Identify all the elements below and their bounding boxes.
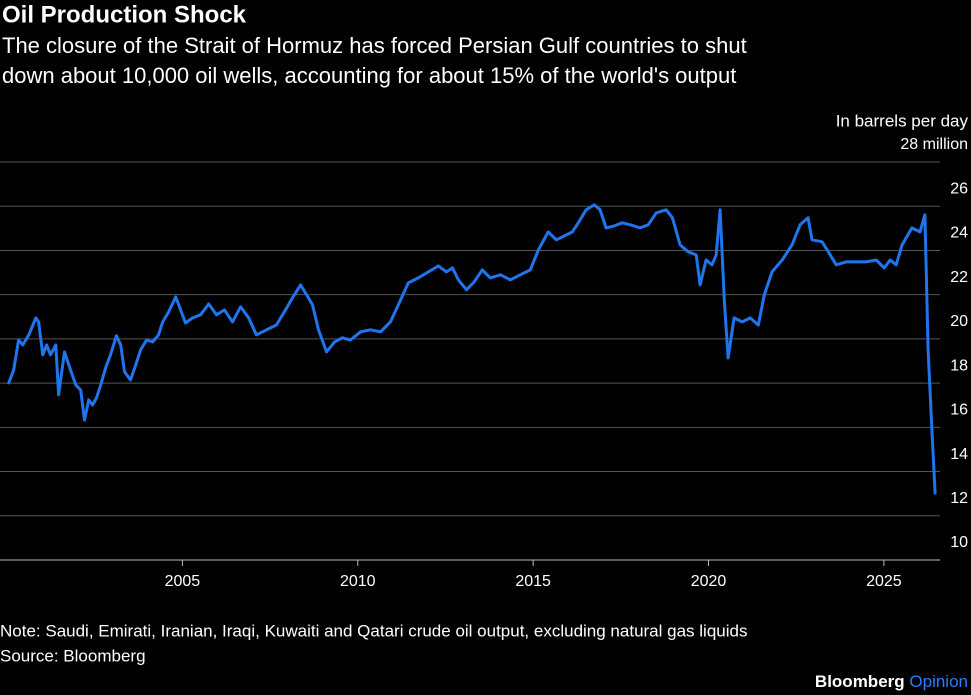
y-tick-label: 20 <box>950 313 968 330</box>
x-tick-label: 2005 <box>165 573 201 590</box>
subtitle: down about 10,000 oil wells, accounting … <box>2 63 736 88</box>
note: Note: Saudi, Emirati, Iranian, Iraqi, Ku… <box>0 621 747 640</box>
y-tick-label: 26 <box>950 180 968 197</box>
brand-suffix: Opinion <box>909 672 968 691</box>
x-tick-label: 2010 <box>340 573 376 590</box>
subtitle: The closure of the Strait of Hormuz has … <box>2 33 747 58</box>
y-tick-label: 16 <box>950 402 968 419</box>
x-tick-label: 2015 <box>515 573 551 590</box>
y-tick-label: 28 million <box>900 136 968 153</box>
chart-title: Oil Production Shock <box>2 1 247 28</box>
y-axis-label: In barrels per day <box>836 111 969 130</box>
y-tick-label: 14 <box>950 446 968 463</box>
brand-name: Bloomberg <box>815 672 905 691</box>
source: Source: Bloomberg <box>0 646 146 665</box>
branding: Bloomberg Opinion <box>815 672 968 691</box>
y-tick-label: 24 <box>950 225 968 242</box>
data-line <box>7 203 937 495</box>
x-tick-label: 2020 <box>691 573 727 590</box>
y-tick-label: 12 <box>950 490 968 507</box>
x-tick-label: 2025 <box>866 573 902 590</box>
y-tick-label: 22 <box>950 269 968 286</box>
y-tick-label: 10 <box>950 534 968 551</box>
y-tick-label: 18 <box>950 357 968 374</box>
